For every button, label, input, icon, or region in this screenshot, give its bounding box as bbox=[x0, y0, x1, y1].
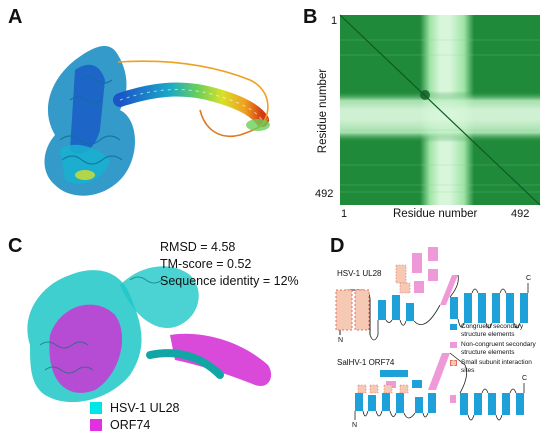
panel-d: D HSV-1 UL28 SalHV-1 ORF74 bbox=[300, 225, 550, 442]
stats-block: RMSD = 4.58 TM-score = 0.52 Sequence ide… bbox=[160, 239, 299, 290]
legend-item: ORF74 bbox=[90, 416, 179, 433]
topology-1-label: HSV-1 UL28 bbox=[337, 269, 382, 278]
legend-label: HSV-1 UL28 bbox=[110, 400, 180, 415]
structure-legend: HSV-1 UL28 ORF74 bbox=[90, 399, 179, 433]
panel-b-letter: B bbox=[303, 6, 318, 28]
panel-a: A bbox=[0, 0, 275, 225]
axis-label-x: Residue number bbox=[393, 208, 478, 220]
legend-item: HSV-1 UL28 bbox=[90, 399, 179, 416]
n-terminus-1: N bbox=[338, 337, 344, 344]
tick-x-end: 492 bbox=[511, 208, 530, 220]
contact-matrix bbox=[339, 14, 541, 206]
panel-c: C RMSD = 4.58 TM-score = 0.52 Sequence i… bbox=[0, 225, 300, 442]
tick-x-start: 1 bbox=[341, 208, 348, 220]
legend-swatch-ul28 bbox=[90, 401, 102, 414]
axis-label-y: Residue number bbox=[317, 68, 329, 154]
topology-diagram bbox=[335, 247, 529, 421]
legend-swatch-orf74 bbox=[90, 418, 102, 431]
superposed-structures bbox=[27, 266, 272, 403]
legend-item: Small subunit interaction sites bbox=[450, 359, 546, 374]
stat-rmsd: RMSD = 4.58 bbox=[160, 240, 236, 254]
panel-a-letter: A bbox=[8, 6, 23, 28]
n-terminus-2: N bbox=[352, 422, 358, 429]
topology-1 bbox=[335, 247, 529, 341]
stat-sequence-identity: Sequence identity = 12% bbox=[160, 274, 299, 288]
legend-swatch-congruent bbox=[450, 324, 457, 330]
legend-swatch-noncongruent bbox=[450, 342, 457, 348]
legend-item: Non-congruent secondary structure elemen… bbox=[450, 341, 546, 356]
tick-y-start: 1 bbox=[331, 15, 338, 27]
protein-structure-rainbow bbox=[44, 45, 270, 196]
legend-swatch-interaction bbox=[450, 360, 457, 366]
c-terminus-2: C bbox=[522, 375, 528, 382]
topology-2-label: SalHV-1 ORF74 bbox=[337, 358, 395, 367]
panel-b: B bbox=[275, 0, 550, 225]
topology-2 bbox=[354, 352, 525, 421]
panel-c-letter: C bbox=[8, 235, 23, 257]
legend-label: ORF74 bbox=[110, 417, 151, 432]
c-terminus-1: C bbox=[526, 275, 532, 282]
legend-label: Non-congruent secondary structure elemen… bbox=[461, 341, 536, 356]
legend-label: Congruent secondary structure elements bbox=[461, 323, 524, 338]
panel-d-letter: D bbox=[330, 235, 345, 257]
stat-tm-score: TM-score = 0.52 bbox=[160, 257, 252, 271]
legend-label: Small subunit interaction sites bbox=[461, 359, 532, 374]
legend-item: Congruent secondary structure elements bbox=[450, 323, 546, 338]
tick-y-end: 492 bbox=[315, 188, 334, 200]
topology-legend: Congruent secondary structure elements N… bbox=[450, 323, 546, 374]
